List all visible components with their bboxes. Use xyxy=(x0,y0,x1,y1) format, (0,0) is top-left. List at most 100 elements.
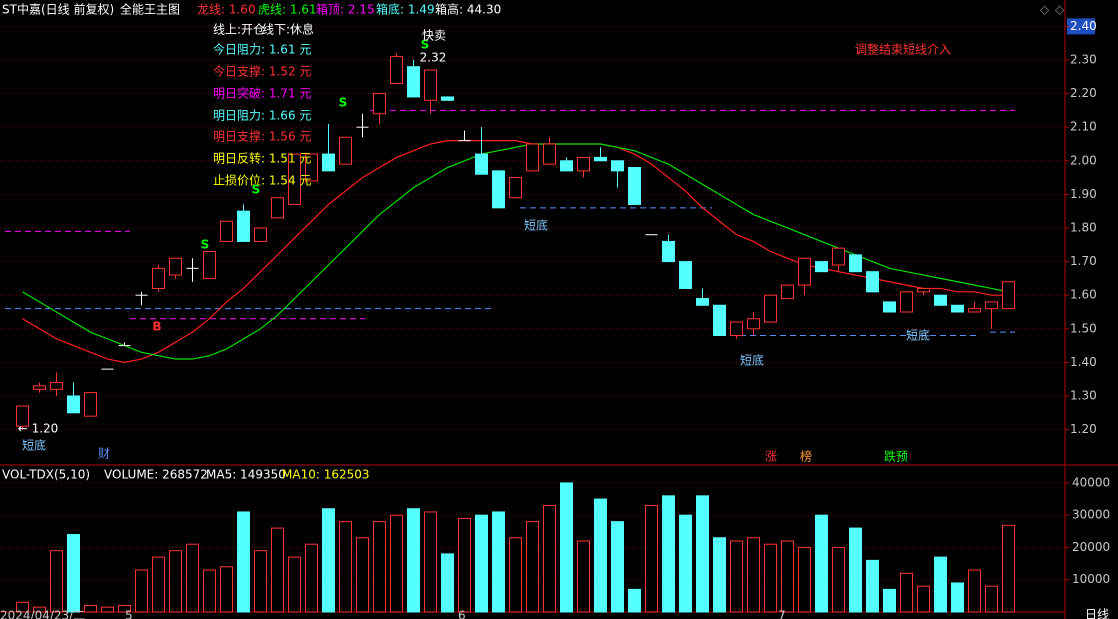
candle-body xyxy=(951,304,964,313)
candle-body xyxy=(152,267,165,289)
volume-bar xyxy=(220,566,233,613)
volume-bar xyxy=(628,588,641,613)
volume-bar xyxy=(203,569,216,613)
candle-body xyxy=(628,167,641,205)
chart-title: ST中嘉(日线 前复权) xyxy=(2,2,114,17)
candle-body xyxy=(84,392,97,417)
candle-body xyxy=(441,96,454,101)
volume-bar xyxy=(866,559,879,613)
volume-bar xyxy=(135,569,148,613)
candle-body xyxy=(526,143,539,172)
volume-bar xyxy=(798,546,811,613)
candle-body xyxy=(271,197,284,219)
volume-bar xyxy=(832,546,845,613)
volume-bar xyxy=(373,521,386,613)
candle-body xyxy=(679,261,692,289)
x-tick-label: 7 xyxy=(778,609,786,619)
candle-body xyxy=(254,227,267,242)
indicator-value: 虎线: 1.61 xyxy=(258,3,317,17)
candle-body xyxy=(16,405,29,427)
candle-body xyxy=(866,271,879,293)
annotation: S xyxy=(421,38,430,52)
candle-body xyxy=(203,251,216,279)
annotation: ← 1.20 xyxy=(18,422,59,436)
candle-body xyxy=(849,254,862,273)
y-tick-label: 1.40 xyxy=(1070,355,1097,369)
volume-bar xyxy=(390,514,403,613)
indicator-name: 全能王主图 xyxy=(120,2,180,17)
y-tick-label: 20000 xyxy=(1072,540,1110,554)
y-tick-label: 1.30 xyxy=(1070,388,1097,402)
info-text: 明日突破: 1.71 元 xyxy=(213,86,311,101)
x-tick-label: 6 xyxy=(458,609,466,619)
y-tick-label: 2.00 xyxy=(1070,153,1097,167)
volume-stat: MA5: 149350 xyxy=(206,468,286,482)
candle-body xyxy=(730,321,743,337)
volume-bar xyxy=(764,543,777,613)
volume-bar xyxy=(713,537,726,613)
volume-bar xyxy=(815,514,828,613)
annotation: 短底 xyxy=(22,438,46,453)
indicator-value: 龙线: 1.60 xyxy=(197,3,256,17)
volume-bar xyxy=(662,495,675,613)
annotation: S xyxy=(201,238,210,252)
volume-bar xyxy=(424,511,437,613)
candle-body xyxy=(985,301,998,310)
volume-bar xyxy=(475,514,488,613)
candle-body xyxy=(883,301,896,313)
annotation: 短底 xyxy=(740,353,764,368)
volume-bar xyxy=(577,540,590,613)
volume-bar xyxy=(152,556,165,613)
candle-body xyxy=(169,257,182,276)
indicator-value: 箱底: 1.49 xyxy=(376,2,435,17)
x-tick-label: 2024/04/23/二 xyxy=(0,609,85,619)
volume-bar xyxy=(679,514,692,613)
volume-bar xyxy=(611,521,624,613)
current-price-box xyxy=(1067,18,1095,35)
info-text: 明日反转: 1.51 元 xyxy=(213,151,311,166)
y-tick-label: 1.90 xyxy=(1070,187,1097,201)
y-tick-label: 40000 xyxy=(1072,475,1110,489)
volume-bar xyxy=(50,550,63,613)
candle-body xyxy=(492,170,505,209)
volume-bar xyxy=(526,521,539,613)
annotation: 调整结束短线介入 xyxy=(855,42,951,57)
volume-bar xyxy=(645,505,658,613)
candle-body xyxy=(917,287,930,293)
volume-bar xyxy=(560,482,573,613)
y-tick-label: 2.30 xyxy=(1070,52,1097,66)
volume-bar xyxy=(169,550,182,613)
volume-title: VOL-TDX(5,10) xyxy=(2,468,90,482)
volume-bar xyxy=(67,534,80,613)
annotation: 2.32 xyxy=(420,51,447,65)
icon[interactable]: ◇ xyxy=(1055,3,1065,17)
candle-body xyxy=(424,69,437,101)
volume-bar xyxy=(900,572,913,613)
annotation: S xyxy=(339,96,348,110)
candle-body xyxy=(781,284,794,300)
icon[interactable]: ◇ xyxy=(1040,3,1050,17)
annotation: 榜 xyxy=(800,449,812,464)
volume-bar xyxy=(917,585,930,613)
y-tick-label: 1.60 xyxy=(1070,288,1097,302)
candle-body xyxy=(713,304,726,337)
y-tick-label: 1.50 xyxy=(1070,321,1097,335)
annotation: S xyxy=(252,183,261,197)
volume-stat: MA10: 162503 xyxy=(282,468,370,482)
candle-body xyxy=(560,160,573,172)
candle-body xyxy=(373,93,386,115)
volume-bar xyxy=(356,537,369,613)
volume-bar xyxy=(339,521,352,613)
volume-bar xyxy=(492,511,505,613)
info-text: 今日阻力: 1.61 元 xyxy=(213,42,311,57)
volume-bar xyxy=(849,527,862,613)
candle-body xyxy=(407,66,420,98)
candle-body xyxy=(543,143,556,165)
info-text: 明日阻力: 1.66 元 xyxy=(213,109,311,123)
candle-body xyxy=(798,257,811,286)
volume-bar xyxy=(696,495,709,613)
annotation: 短底 xyxy=(906,328,930,343)
